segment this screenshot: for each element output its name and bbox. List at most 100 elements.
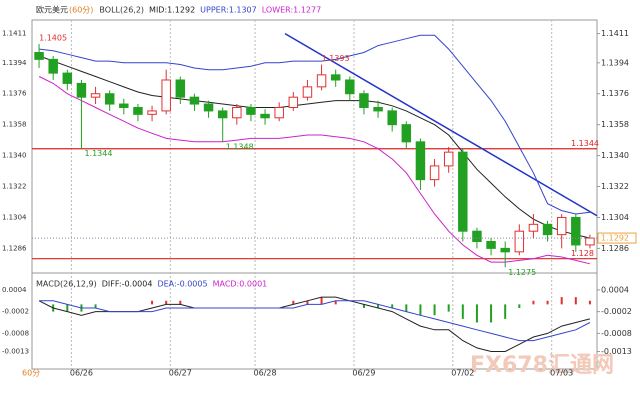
y-tick-label-left: 1.1322	[2, 183, 27, 191]
indicator-value: LOWER:1.1277	[262, 6, 321, 15]
y-tick-label-left: 1.1376	[2, 90, 27, 98]
symbol: 欧元美元	[36, 5, 68, 15]
high-label: 1.1405	[39, 33, 67, 42]
y-tick-label-right: -0.0008	[601, 329, 632, 338]
candle-body	[203, 103, 214, 112]
y-tick-label-left: 1.1411	[2, 30, 27, 38]
y-tick-label-right: -0.0013	[601, 347, 632, 356]
indicator-value: MID:1.1292	[149, 6, 195, 15]
low-label: 1.1275	[508, 268, 536, 277]
indicator-value: DIFF:-0.0004	[102, 280, 153, 289]
y-tick-label-left: 1.1304	[2, 213, 27, 221]
macd-line	[38, 296, 591, 352]
trend-line	[284, 32, 598, 217]
y-tick-label-right: 1.1322	[601, 182, 629, 191]
x-tick-label: 06/26	[70, 369, 93, 378]
band-line	[38, 76, 591, 265]
candle-body	[48, 58, 58, 74]
candle-body	[217, 110, 228, 119]
last-price-label: 1.1292	[601, 234, 629, 243]
candle-body	[486, 241, 496, 249]
candle-body	[472, 230, 482, 243]
y-tick-label-right: 1.1394	[601, 58, 629, 67]
candle-body	[387, 110, 397, 126]
candle-body	[514, 230, 525, 253]
candle-body	[260, 113, 270, 119]
horizontal-line-label: 1.128	[571, 249, 594, 258]
indicator-name: MACD(26,12,9)	[36, 280, 97, 289]
y-tick-label-right: 1.1340	[601, 151, 629, 160]
candle-body	[175, 79, 186, 98]
period: (60分)	[69, 6, 93, 15]
candle-body	[330, 74, 341, 81]
candle-body	[76, 82, 87, 98]
candle-body	[359, 93, 369, 108]
y-tick-label-right: -0.0002	[601, 307, 632, 316]
y-tick-label-left: -0.0002	[2, 308, 29, 316]
candle-body	[528, 223, 539, 232]
x-tick-label: 07/03	[550, 369, 573, 378]
footer: 60分	[22, 369, 40, 378]
candle-body	[288, 96, 299, 108]
candle-body	[274, 106, 284, 119]
watermark: 汇通网	[548, 353, 614, 378]
candle-body	[500, 247, 510, 253]
candle-body	[316, 74, 327, 88]
candle-body	[556, 216, 567, 236]
candle-body	[458, 151, 468, 232]
y-tick-label-left: -0.0008	[2, 329, 29, 337]
candle-body	[246, 106, 256, 115]
x-tick-label: 07/02	[451, 369, 474, 378]
y-tick-label-left: -0.0013	[2, 348, 29, 356]
candle-body	[585, 237, 595, 246]
frame	[31, 19, 598, 370]
candle-body	[345, 79, 355, 95]
candle-body	[161, 79, 171, 112]
y-tick-label-left: 0.0004	[2, 286, 27, 294]
candle-body	[232, 106, 242, 119]
candle-body	[189, 96, 200, 105]
y-tick-label-left: 1.1394	[2, 59, 27, 67]
indicator-value: DEA:-0.0005	[157, 280, 207, 289]
band-line	[39, 34, 590, 215]
candle-body	[62, 72, 73, 84]
y-tick-label-left: 1.1358	[2, 121, 27, 129]
last-price-box	[597, 232, 637, 244]
macd-line	[39, 300, 591, 342]
x-tick-label: 06/27	[169, 369, 192, 378]
candle-body	[104, 93, 115, 105]
y-tick-label-left: 1.1286	[2, 244, 27, 252]
candle-body	[34, 51, 44, 60]
indicator-name: BOLL(26,2)	[99, 6, 144, 15]
candle-body	[542, 223, 553, 236]
candle-body	[133, 106, 143, 115]
y-tick-label-right: 0.0004	[601, 285, 629, 294]
candle-body	[401, 124, 412, 143]
candle-body	[302, 86, 313, 98]
candle-body	[90, 93, 101, 98]
y-tick-label-right: 1.1411	[601, 29, 629, 38]
y-tick-label-left: 1.1340	[2, 152, 27, 160]
candle-body	[373, 106, 383, 112]
candle-body	[571, 216, 581, 246]
watermark: FX678	[470, 353, 548, 378]
indicator-value: MACD:0.0001	[213, 280, 268, 289]
low-label: 1.1348	[226, 142, 254, 151]
horizontal-line-label: 1.1344	[571, 139, 599, 148]
y-tick-label-right: 1.1358	[601, 120, 629, 129]
y-tick-label-right: 1.1286	[601, 244, 629, 253]
candle-body	[429, 165, 440, 181]
candle-body	[443, 151, 454, 167]
candle-body	[147, 110, 157, 115]
x-tick-label: 06/29	[352, 369, 375, 378]
band-line	[38, 55, 591, 239]
y-tick-label-right: 1.1376	[601, 89, 629, 98]
candle-body	[415, 141, 426, 181]
x-tick-label: 06/28	[254, 369, 277, 378]
y-tick-label-right: 1.1304	[601, 213, 629, 222]
high-label: 1.1393	[322, 54, 350, 63]
candle-body	[119, 103, 129, 108]
low-label: 1.1344	[84, 149, 112, 158]
indicator-value: UPPER:1.1307	[200, 6, 257, 15]
